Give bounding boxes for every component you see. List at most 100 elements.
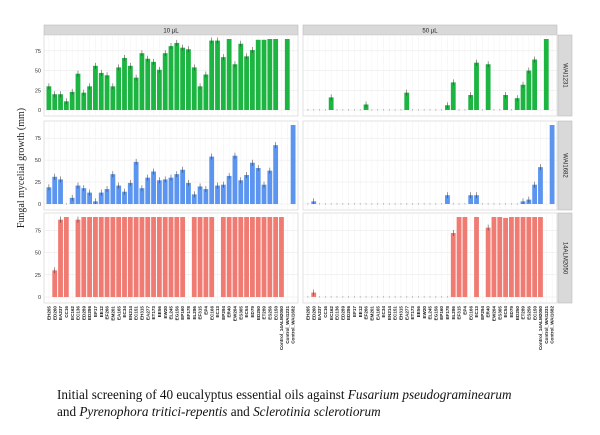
bar-zero-marker <box>441 296 443 298</box>
bar <box>93 65 98 110</box>
bar-zero-marker <box>377 203 379 205</box>
bar <box>139 188 145 204</box>
bar <box>75 185 81 204</box>
bar <box>249 162 255 204</box>
bar <box>191 67 197 110</box>
x-tick-label: EN214 <box>128 306 133 320</box>
x-tick-label: EW204 <box>233 306 238 322</box>
bar <box>174 174 180 204</box>
bar <box>69 91 75 110</box>
bar-zero-marker <box>307 203 309 205</box>
x-tick-label: ED260 <box>52 306 57 320</box>
bar <box>203 189 209 204</box>
bar <box>122 191 127 204</box>
bar <box>226 175 232 204</box>
bar <box>75 73 81 110</box>
x-tick-label: EA165 <box>375 306 380 320</box>
bar <box>63 101 69 110</box>
bar-zero-marker <box>493 109 495 111</box>
bar <box>549 125 555 204</box>
bar <box>279 217 284 297</box>
bar <box>456 217 462 297</box>
bar <box>514 217 520 297</box>
bar-zero-marker <box>319 109 320 111</box>
x-tick-label: EC166 <box>468 306 473 320</box>
bar <box>226 39 232 110</box>
bar <box>127 182 133 204</box>
bar <box>197 217 203 297</box>
y-tick-label: 25 <box>35 180 41 186</box>
bar-zero-marker <box>510 203 512 205</box>
x-tick-label: ED79 <box>509 306 514 318</box>
bar <box>162 53 168 110</box>
bar-zero-marker <box>354 109 355 111</box>
x-tick-label: EL245 <box>169 306 174 320</box>
y-tick-label: 25 <box>35 88 41 94</box>
bar-zero-marker <box>324 296 326 298</box>
y-tick-label: 0 <box>38 202 41 208</box>
bar-zero-marker <box>319 203 320 205</box>
x-tick-label: EA237 <box>58 306 63 320</box>
x-tick-label: EP4 <box>203 306 208 315</box>
x-tick-label: EE56 <box>416 306 421 318</box>
bar-zero-marker <box>510 109 512 111</box>
caption-species-3: Sclerotinia sclerotiorum <box>253 404 381 419</box>
bar <box>485 64 491 110</box>
bar <box>284 39 290 110</box>
bar-zero-marker <box>383 203 384 205</box>
y-tick-label: 50 <box>35 251 41 257</box>
x-tick-label: ED289 <box>81 306 86 320</box>
bar <box>244 56 249 110</box>
bar-zero-marker <box>499 203 501 205</box>
caption-species-1: Fusarium pseudograminearum <box>347 387 512 402</box>
bar <box>151 61 156 110</box>
x-tick-label: EE12 <box>358 306 363 318</box>
x-tick-label: EC150 <box>532 306 537 320</box>
x-tick-label: EH315 <box>140 306 145 320</box>
x-tick-label: Control_14ALM2050 <box>279 306 284 351</box>
bar <box>273 145 279 204</box>
bar-zero-marker <box>330 296 332 298</box>
bar-zero-marker <box>354 203 355 205</box>
facet-strip-column-label: 50 µL <box>422 29 438 35</box>
bar <box>220 57 226 110</box>
bar <box>145 217 151 297</box>
bar <box>532 184 538 204</box>
x-tick-label: EF266 <box>105 306 110 320</box>
bar <box>191 194 197 204</box>
bar-zero-marker <box>388 203 390 205</box>
x-tick-label: EC166 <box>209 306 214 320</box>
x-tick-label: EP160 <box>180 306 185 320</box>
facet-strip-row <box>557 212 573 304</box>
bar <box>116 67 122 110</box>
bar <box>180 47 186 110</box>
x-tick-label: ET289 <box>521 306 526 320</box>
bar-zero-marker <box>458 109 460 111</box>
bar <box>180 217 186 297</box>
x-tick-label: ET289 <box>262 306 267 320</box>
bar-zero-marker <box>394 203 396 205</box>
figure-caption: Initial screening of 40 eucalyptus essen… <box>57 386 597 420</box>
bar-zero-marker <box>377 109 379 111</box>
bar-zero-marker <box>464 203 466 205</box>
bar <box>63 217 69 297</box>
x-tick-label: EC13 <box>474 306 479 318</box>
bar <box>145 177 151 204</box>
bar <box>468 95 474 110</box>
bar-zero-marker <box>359 109 361 111</box>
bar-zero-marker <box>65 203 67 205</box>
bar <box>168 46 174 110</box>
bar-zero-marker <box>336 296 338 298</box>
bar-zero-marker <box>371 296 373 298</box>
bar <box>404 92 410 110</box>
x-tick-label: EA165 <box>116 306 121 320</box>
bar-zero-marker <box>359 203 361 205</box>
bar-zero-marker <box>452 203 454 205</box>
bar <box>98 192 104 204</box>
x-tick-label: EP294 <box>480 306 485 320</box>
bar-zero-marker <box>383 109 384 111</box>
bar <box>520 217 526 297</box>
y-tick-label: 75 <box>35 228 41 234</box>
x-tick-label: EF17 <box>93 306 98 317</box>
bar-zero-marker <box>336 109 338 111</box>
